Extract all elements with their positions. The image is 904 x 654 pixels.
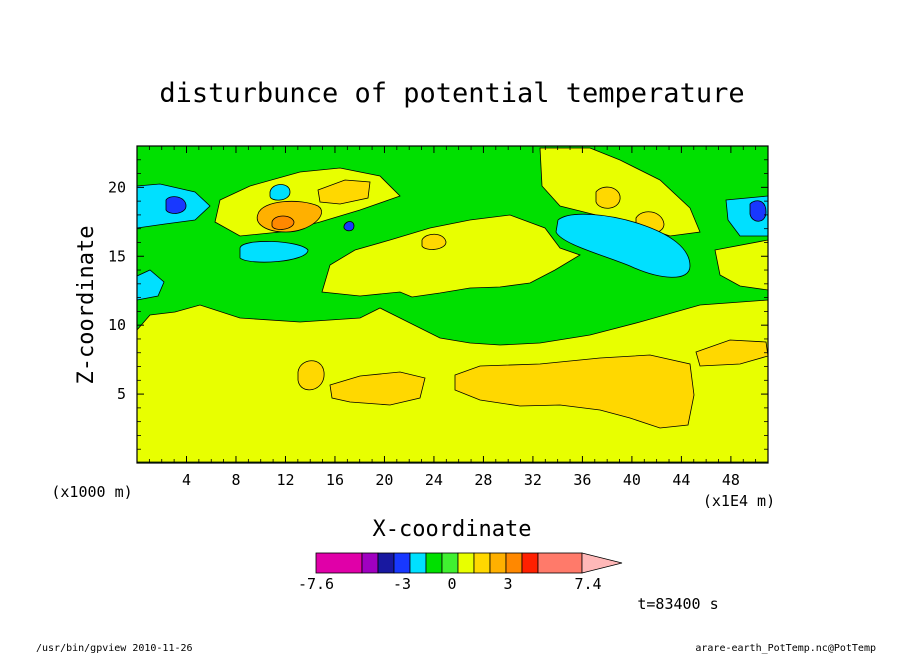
field-blue-left	[165, 196, 187, 214]
field-cyan-left-lower	[137, 269, 165, 301]
contour-field	[137, 146, 768, 463]
colorbar-segment	[361, 552, 379, 574]
colorbar-label: -7.6	[298, 575, 334, 593]
x-tick-label: 8	[231, 471, 240, 489]
field-blue-mid	[343, 221, 355, 232]
field-blue-right	[749, 200, 767, 222]
field-yellow-lower	[137, 299, 768, 463]
y-tick-label: 10	[108, 316, 126, 334]
x-axis-label: X-coordinate	[373, 517, 532, 542]
x-tick-label: 32	[524, 471, 542, 489]
field-cyan-right	[555, 213, 691, 278]
field-yellow-right	[714, 239, 768, 291]
field-orange-cell-small	[297, 360, 325, 391]
x-tick-label: 28	[474, 471, 492, 489]
colorbar-segment	[505, 552, 523, 574]
colorbar-segment	[425, 552, 443, 574]
y-tick-label: 5	[117, 385, 126, 403]
colorbar-segment	[315, 552, 363, 574]
footer-left: /usr/bin/gpview 2010-11-26	[36, 643, 193, 654]
x-unit-note: (x1E4 m)	[703, 492, 775, 510]
x-tick-label: 36	[573, 471, 591, 489]
field-orange-top-right	[595, 186, 621, 209]
y-axis: 5 10 15 20	[108, 159, 768, 450]
field-yellow-upper	[321, 214, 581, 298]
colorbar-segment	[537, 552, 583, 574]
field-orange-cell-large	[454, 354, 695, 429]
x-tick-label: 16	[326, 471, 344, 489]
colorbar-label: 7.4	[574, 575, 601, 593]
field-orange-cell-mid	[329, 371, 426, 406]
x-tick-label: 40	[623, 471, 641, 489]
colorbar-segment	[489, 552, 507, 574]
colorbar-segment	[377, 552, 395, 574]
colorbar-segment	[457, 552, 475, 574]
field-yellow-topright	[539, 147, 701, 237]
x-tick-label: 4	[182, 471, 191, 489]
x-tick-label: 12	[276, 471, 294, 489]
colorbar-segment	[521, 552, 539, 574]
footer-right: arare-earth_PotTemp.nc@PotTemp	[695, 643, 876, 654]
y-unit-note: (x1000 m)	[51, 483, 132, 501]
chart-title: disturbunce of potential temperature	[159, 78, 744, 109]
y-tick-label: 20	[108, 178, 126, 196]
y-tick-label: 15	[108, 247, 126, 265]
colorbar-label: -3	[393, 575, 411, 593]
colorbar-segment	[473, 552, 491, 574]
x-axis: 4 8 12 16 20 24 28 32 36 40 44 48	[148, 146, 757, 489]
colorbar: -7.6 -3 0 3 7.4	[298, 552, 623, 593]
colorbar-label: 0	[447, 575, 456, 593]
colorbar-segment	[393, 552, 411, 574]
plot-frame	[136, 145, 769, 464]
colorbar-extend-arrow	[581, 552, 623, 574]
field-cyan-mid	[239, 241, 309, 263]
x-tick-label: 44	[672, 471, 690, 489]
field-orange-top-mid	[317, 179, 371, 205]
field-orange-cell-right	[695, 339, 768, 367]
y-axis-label: Z-coordinate	[74, 226, 99, 385]
colorbar-segment	[441, 552, 459, 574]
x-tick-label: 48	[722, 471, 740, 489]
field-red-cell-core	[271, 215, 295, 230]
colorbar-segment	[409, 552, 427, 574]
field-orange-top-center	[421, 233, 447, 250]
field-cyan-small	[269, 184, 291, 201]
time-label: t=83400 s	[637, 595, 718, 613]
x-tick-label: 24	[425, 471, 443, 489]
x-tick-label: 20	[375, 471, 393, 489]
colorbar-label: 3	[503, 575, 512, 593]
